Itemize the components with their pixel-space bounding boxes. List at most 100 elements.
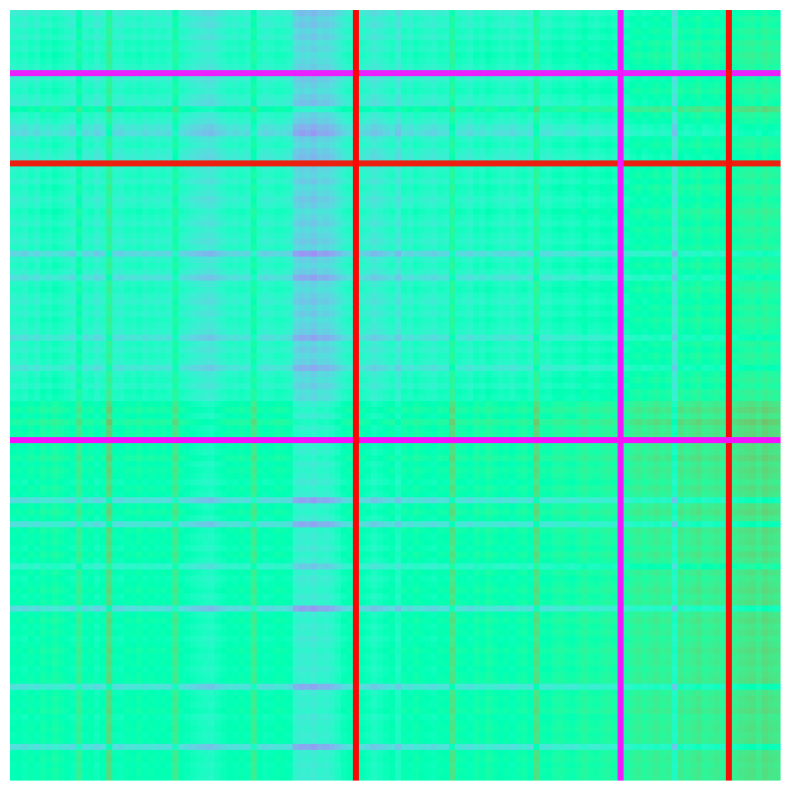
heatmap-cell bbox=[118, 226, 125, 234]
heatmap-cell bbox=[515, 52, 522, 59]
heatmap-cell bbox=[154, 82, 161, 89]
heatmap-cell bbox=[575, 172, 583, 180]
heatmap-cell bbox=[106, 112, 113, 119]
heatmap-cell bbox=[130, 22, 137, 29]
heatmap-cell bbox=[545, 10, 553, 17]
heatmap-cell bbox=[22, 166, 29, 174]
heatmap-cell bbox=[581, 82, 589, 89]
heatmap-cell bbox=[587, 52, 595, 59]
heatmap-cell bbox=[184, 184, 192, 192]
heatmap-cell bbox=[713, 70, 721, 77]
heatmap-cell bbox=[773, 100, 781, 107]
heatmap-cell bbox=[587, 196, 595, 204]
heatmap-cell bbox=[689, 166, 697, 174]
heatmap-cell bbox=[274, 22, 282, 29]
heatmap-cell bbox=[533, 10, 540, 17]
heatmap-cell bbox=[443, 214, 450, 222]
heatmap-cell bbox=[112, 226, 119, 234]
heatmap-cell bbox=[509, 190, 516, 198]
heatmap-cell bbox=[449, 190, 456, 198]
heatmap-cell bbox=[467, 160, 474, 168]
heatmap-cell bbox=[292, 112, 300, 119]
heatmap-cell bbox=[310, 232, 318, 240]
heatmap-cell bbox=[34, 154, 41, 161]
heatmap-cell bbox=[521, 22, 528, 29]
heatmap-cell bbox=[563, 10, 571, 17]
heatmap-cell bbox=[767, 58, 775, 65]
heatmap-cell bbox=[10, 166, 17, 174]
heatmap-cell bbox=[334, 52, 342, 59]
heatmap-cell bbox=[449, 130, 456, 137]
heatmap-cell bbox=[304, 238, 312, 246]
heatmap-cell bbox=[280, 28, 288, 35]
heatmap-cell bbox=[527, 106, 534, 113]
heatmap-cell bbox=[683, 232, 691, 240]
heatmap-cell bbox=[743, 202, 751, 210]
heatmap-cell bbox=[515, 70, 522, 77]
heatmap-cell bbox=[346, 58, 354, 65]
heatmap-cell bbox=[647, 172, 655, 180]
heatmap-cell bbox=[479, 154, 486, 161]
heatmap-cell bbox=[28, 196, 35, 204]
heatmap-cell bbox=[419, 52, 426, 59]
heatmap-cell bbox=[364, 130, 372, 137]
heatmap-cell bbox=[304, 136, 312, 143]
heatmap-cell bbox=[413, 238, 420, 246]
heatmap-cell bbox=[695, 232, 703, 240]
heatmap-cell bbox=[58, 190, 65, 198]
heatmap-cell bbox=[130, 136, 137, 143]
heatmap-cell bbox=[437, 136, 444, 143]
heatmap-cell bbox=[545, 88, 553, 95]
heatmap-cell bbox=[701, 82, 709, 89]
heatmap-cell bbox=[196, 106, 204, 113]
heatmap-cell bbox=[617, 112, 625, 119]
heatmap-cell bbox=[352, 184, 360, 192]
heatmap-cell bbox=[70, 76, 77, 83]
heatmap-cell bbox=[683, 148, 691, 155]
heatmap-cell bbox=[70, 34, 77, 41]
heatmap-cell bbox=[443, 190, 450, 198]
heatmap-cell bbox=[316, 220, 324, 228]
heatmap-cell bbox=[419, 214, 426, 222]
heatmap-cell bbox=[358, 208, 366, 216]
heatmap-cell bbox=[479, 130, 486, 137]
heatmap-cell bbox=[671, 136, 679, 143]
heatmap-cell bbox=[388, 196, 396, 204]
heatmap-cell bbox=[112, 238, 119, 246]
heatmap-cell bbox=[328, 52, 336, 59]
heatmap-cell bbox=[683, 196, 691, 204]
heatmap-cell bbox=[256, 64, 264, 71]
heatmap-cell bbox=[100, 100, 107, 107]
heatmap-cell bbox=[665, 208, 673, 216]
heatmap-cell bbox=[40, 16, 47, 23]
heatmap-cell bbox=[298, 220, 306, 228]
heatmap-cell bbox=[52, 142, 59, 149]
heatmap-cell bbox=[539, 166, 546, 174]
heatmap-cell bbox=[280, 190, 288, 198]
heatmap-cell bbox=[677, 166, 685, 174]
heatmap-cell bbox=[226, 208, 234, 216]
heatmap-cell bbox=[364, 226, 372, 234]
heatmap-cell bbox=[166, 46, 174, 53]
heatmap-cell bbox=[497, 208, 504, 216]
heatmap-cell bbox=[124, 184, 131, 192]
heatmap-cell bbox=[425, 22, 432, 29]
heatmap-cell bbox=[461, 148, 468, 155]
heatmap-cell bbox=[304, 70, 312, 77]
heatmap-cell bbox=[491, 100, 498, 107]
heatmap-cell bbox=[280, 196, 288, 204]
heatmap-cell bbox=[136, 34, 143, 41]
heatmap-cell bbox=[599, 100, 607, 107]
heatmap-cell bbox=[713, 16, 721, 23]
heatmap-cell bbox=[292, 82, 300, 89]
heatmap-cell bbox=[166, 196, 174, 204]
heatmap-cell bbox=[52, 214, 59, 222]
heatmap-cell bbox=[683, 10, 691, 17]
heatmap-cell bbox=[713, 94, 721, 101]
heatmap-cell bbox=[28, 16, 35, 23]
heatmap-cell bbox=[677, 40, 685, 47]
heatmap-cell bbox=[130, 70, 137, 77]
heatmap-cell bbox=[244, 64, 252, 71]
heatmap-cell bbox=[593, 70, 601, 77]
heatmap-cell bbox=[587, 166, 595, 174]
